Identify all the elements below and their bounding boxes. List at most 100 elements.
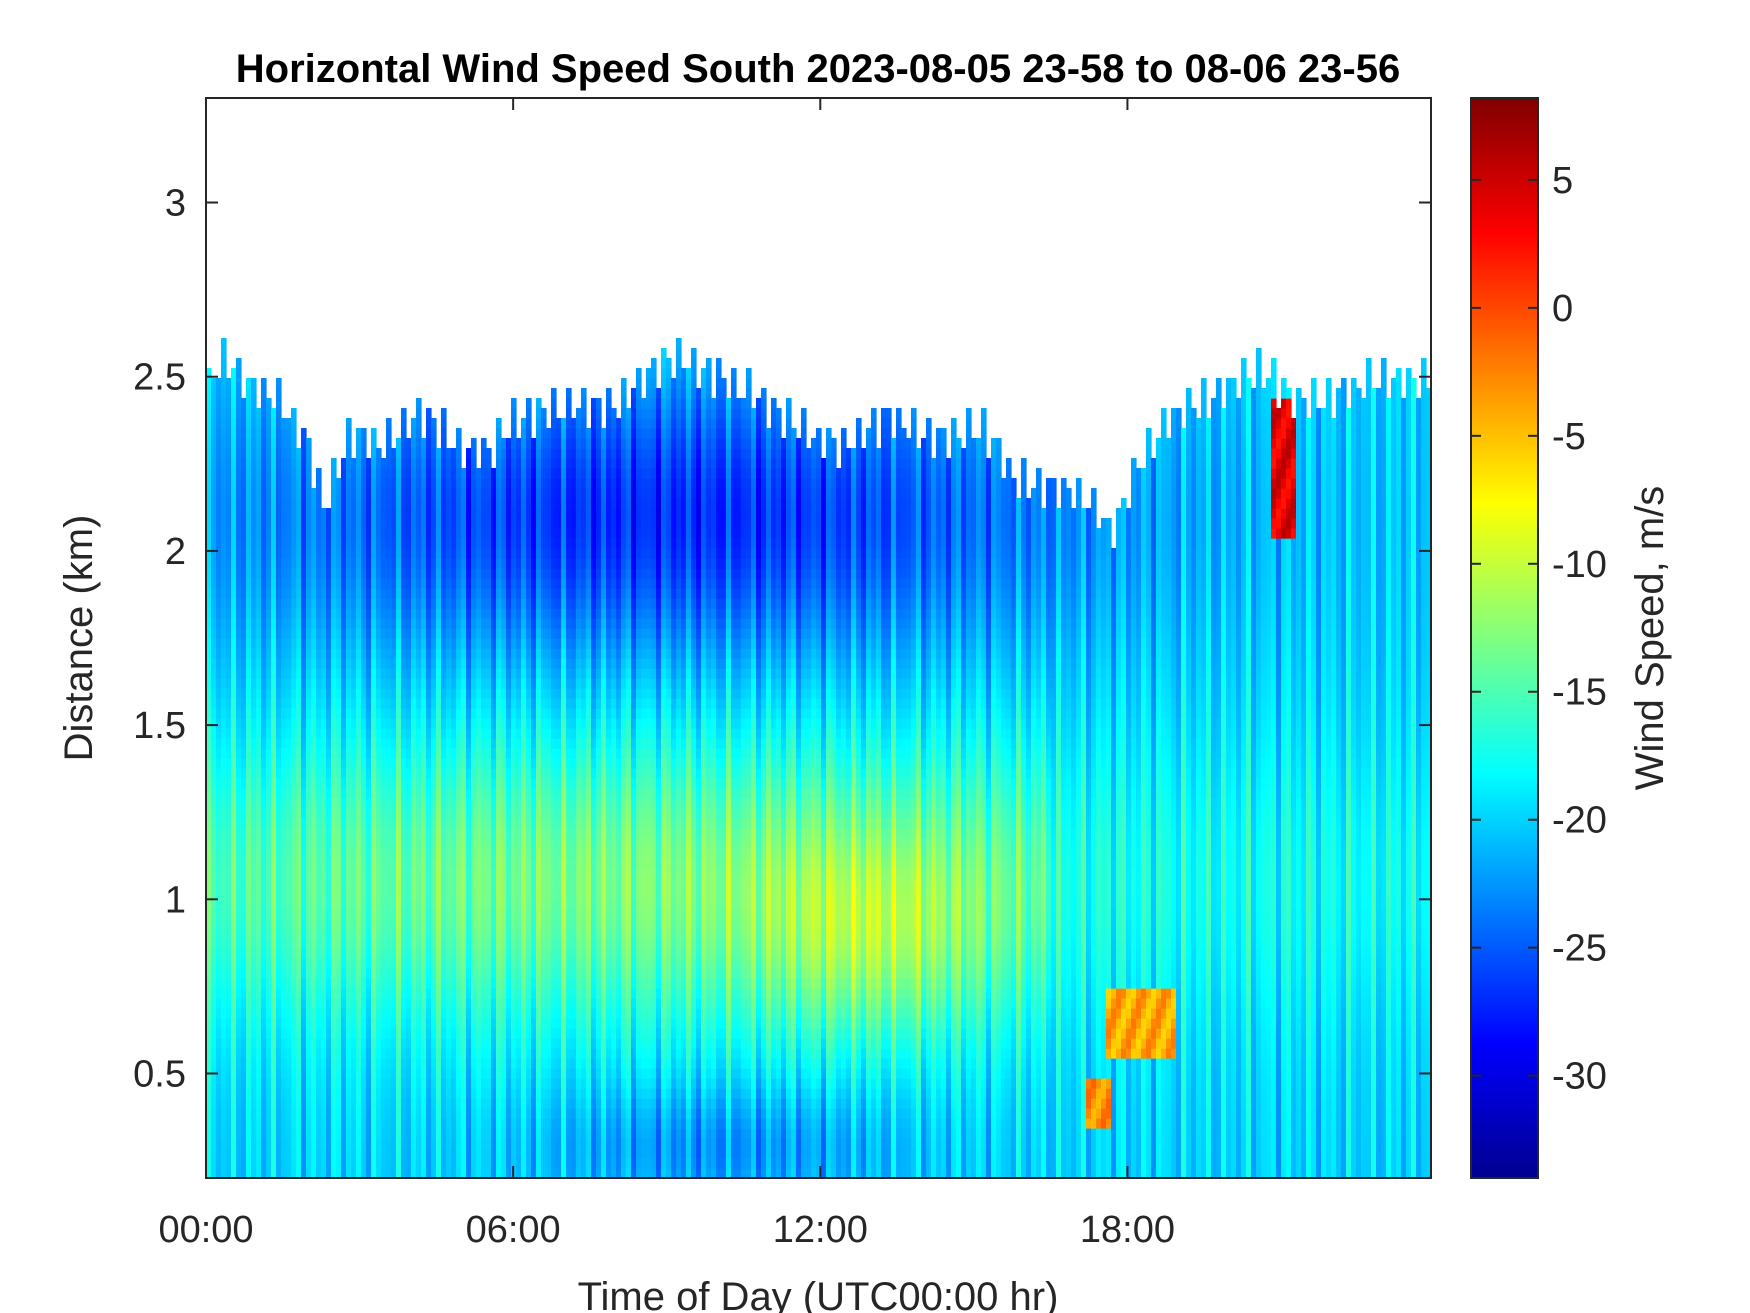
heatmap-cell bbox=[511, 628, 517, 639]
heatmap-cell bbox=[526, 678, 532, 689]
heatmap-cell bbox=[381, 708, 387, 719]
heatmap-cell bbox=[231, 968, 237, 979]
heatmap-cell bbox=[346, 478, 352, 489]
heatmap-cell bbox=[401, 768, 407, 779]
heatmap-cell bbox=[406, 1038, 412, 1049]
heatmap-cell bbox=[426, 938, 432, 949]
heatmap-cell bbox=[491, 718, 497, 729]
heatmap-cell bbox=[506, 868, 512, 879]
heatmap-cell bbox=[476, 898, 482, 909]
heatmap-cell bbox=[426, 458, 432, 469]
heatmap-cell bbox=[416, 848, 422, 859]
heatmap-cell bbox=[521, 1008, 527, 1019]
heatmap-cell bbox=[206, 608, 212, 619]
heatmap-cell bbox=[406, 1008, 412, 1019]
heatmap-cell bbox=[431, 1118, 437, 1129]
heatmap-cell bbox=[231, 448, 237, 459]
heatmap-cell bbox=[261, 748, 267, 759]
heatmap-cell bbox=[401, 498, 407, 509]
heatmap-cell bbox=[436, 1168, 442, 1178]
heatmap-cell bbox=[431, 878, 437, 889]
heatmap-cell bbox=[431, 608, 437, 619]
heatmap-cell bbox=[461, 988, 467, 999]
heatmap-cell bbox=[276, 758, 282, 769]
heatmap-cell bbox=[366, 948, 372, 959]
heatmap-cell bbox=[246, 748, 252, 759]
heatmap-cell bbox=[296, 888, 302, 899]
heatmap-cell bbox=[256, 768, 262, 779]
heatmap-cell bbox=[311, 788, 317, 799]
heatmap-cell bbox=[421, 778, 427, 789]
heatmap-cell bbox=[486, 998, 492, 1009]
heatmap-cell bbox=[411, 748, 417, 759]
heatmap-cell bbox=[206, 468, 212, 479]
heatmap-cell bbox=[236, 1138, 242, 1149]
heatmap-cell bbox=[476, 1048, 482, 1059]
heatmap-cell bbox=[296, 938, 302, 949]
heatmap-cell bbox=[531, 1148, 537, 1159]
heatmap-cell bbox=[236, 1058, 242, 1069]
heatmap-cell bbox=[246, 518, 252, 529]
heatmap-cell bbox=[276, 458, 282, 469]
heatmap-cell bbox=[336, 648, 342, 659]
heatmap-cell bbox=[246, 1108, 252, 1119]
heatmap-cell bbox=[466, 928, 472, 939]
heatmap-cell bbox=[351, 678, 357, 689]
heatmap-cell bbox=[361, 898, 367, 909]
heatmap-cell bbox=[481, 518, 487, 529]
heatmap-cell bbox=[276, 678, 282, 689]
heatmap-cell bbox=[396, 658, 402, 669]
heatmap-cell bbox=[511, 598, 517, 609]
heatmap-cell bbox=[326, 808, 332, 819]
heatmap-cell bbox=[476, 518, 482, 529]
heatmap-cell bbox=[301, 478, 307, 489]
heatmap-cell bbox=[451, 608, 457, 619]
heatmap-cell bbox=[346, 948, 352, 959]
heatmap-cell bbox=[211, 518, 217, 529]
heatmap-cell bbox=[391, 448, 397, 459]
heatmap-cell bbox=[221, 788, 227, 799]
heatmap-cell bbox=[246, 1018, 252, 1029]
heatmap-cell bbox=[431, 898, 437, 909]
heatmap-cell bbox=[321, 698, 327, 709]
heatmap-cell bbox=[456, 448, 462, 459]
heatmap-cell bbox=[431, 928, 437, 939]
heatmap-cell bbox=[206, 808, 212, 819]
heatmap-cell bbox=[391, 978, 397, 989]
heatmap-cell bbox=[336, 1168, 342, 1178]
heatmap-cell bbox=[486, 918, 492, 929]
heatmap-cell bbox=[231, 418, 237, 429]
heatmap-cell bbox=[436, 458, 442, 469]
heatmap-cell bbox=[326, 918, 332, 929]
heatmap-cell bbox=[401, 948, 407, 959]
heatmap-cell bbox=[461, 628, 467, 639]
heatmap-cell bbox=[336, 508, 342, 519]
heatmap-cell bbox=[526, 798, 532, 809]
heatmap-cell bbox=[516, 488, 522, 499]
heatmap-cell bbox=[261, 508, 267, 519]
heatmap-cell bbox=[361, 738, 367, 749]
heatmap-cell bbox=[456, 658, 462, 669]
heatmap-cell bbox=[331, 658, 337, 669]
heatmap-cell bbox=[456, 1058, 462, 1069]
heatmap-cell bbox=[276, 508, 282, 519]
heatmap-cell bbox=[351, 708, 357, 719]
heatmap-cell bbox=[426, 598, 432, 609]
heatmap-cell bbox=[276, 1138, 282, 1149]
heatmap-cell bbox=[276, 978, 282, 989]
heatmap-cell bbox=[421, 508, 427, 519]
heatmap-cell bbox=[426, 1138, 432, 1149]
heatmap-cell bbox=[211, 708, 217, 719]
heatmap-cell bbox=[301, 678, 307, 689]
heatmap-cell bbox=[216, 1078, 222, 1089]
heatmap-cell bbox=[371, 428, 377, 439]
heatmap-cell bbox=[456, 918, 462, 929]
heatmap-cell bbox=[361, 798, 367, 809]
heatmap-cell bbox=[366, 658, 372, 669]
heatmap-cell bbox=[486, 1008, 492, 1019]
heatmap-cell bbox=[511, 408, 517, 419]
heatmap-cell bbox=[501, 578, 507, 589]
heatmap-cell bbox=[411, 1138, 417, 1149]
heatmap-cell bbox=[321, 638, 327, 649]
heatmap-cell bbox=[396, 998, 402, 1009]
